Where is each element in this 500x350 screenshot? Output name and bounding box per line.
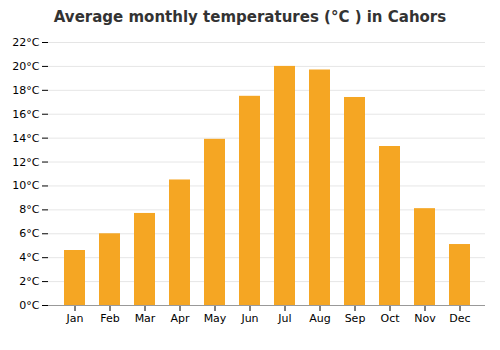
svg-text:6°C: 6°C (19, 227, 39, 240)
svg-text:0°C: 0°C (19, 299, 39, 312)
svg-text:8°C: 8°C (19, 203, 39, 216)
svg-text:Jun: Jun (240, 312, 258, 325)
svg-text:14°C: 14°C (12, 132, 39, 145)
html-text:Average monthly temperatures (: Average monthly temperatures (°C ) in Ca… (53, 8, 447, 26)
svg-text:2°C: 2°C (19, 275, 39, 288)
svg-text:16°C: 16°C (12, 108, 39, 121)
svg-text:4°C: 4°C (19, 251, 39, 264)
svg-text:Aug: Aug (309, 312, 330, 325)
svg-text:20°C: 20°C (12, 60, 39, 73)
svg-text:Dec: Dec (449, 312, 470, 325)
svg-text:Jan: Jan (66, 312, 84, 325)
svg-text:Jul: Jul (277, 312, 291, 325)
svg-text:May: May (204, 312, 227, 325)
svg-text:Sep: Sep (345, 312, 366, 325)
svg-text:18°C: 18°C (12, 84, 39, 97)
svg-text:Oct: Oct (380, 312, 400, 325)
svg-text:22°C: 22°C (12, 36, 39, 49)
svg-text:Apr: Apr (170, 312, 190, 325)
svg-text:Feb: Feb (100, 312, 119, 325)
svg-text:12°C: 12°C (12, 156, 39, 169)
svg-text:10°C: 10°C (12, 179, 39, 192)
svg-text:Mar: Mar (135, 312, 156, 325)
svg-text:Nov: Nov (414, 312, 436, 325)
